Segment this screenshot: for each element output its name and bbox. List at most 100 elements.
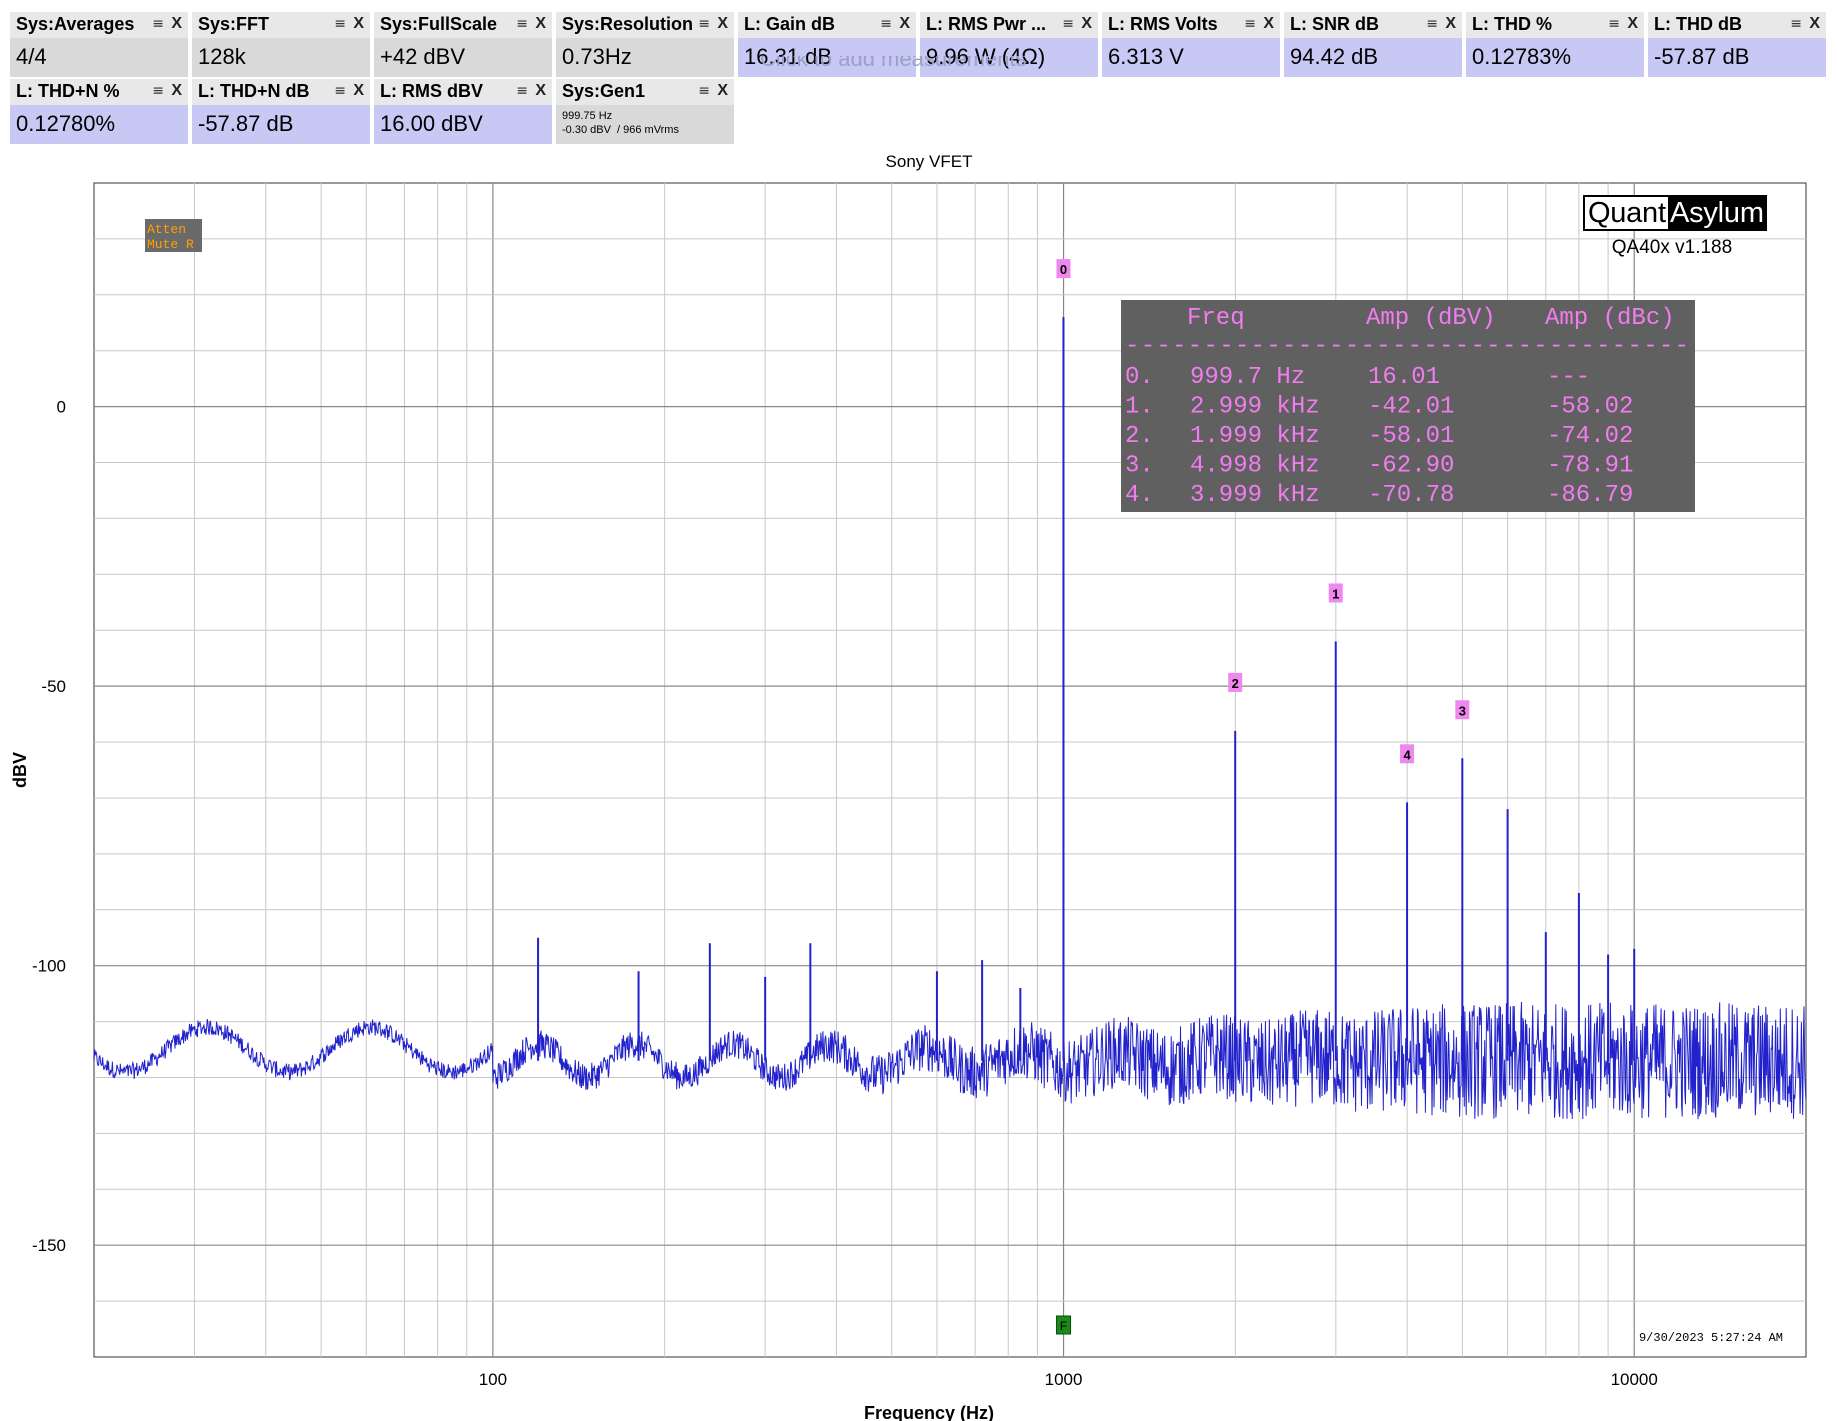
tile-value: 4/4	[16, 44, 47, 69]
menu-icon[interactable]: ≡	[698, 83, 710, 99]
close-icon[interactable]: X	[1081, 15, 1092, 32]
tile-value: 0.12780%	[16, 111, 116, 136]
tile-title: Sys:FullScale	[380, 14, 498, 34]
noise-floor-line	[93, 1001, 1807, 1120]
version-label: QA40x v1.188	[1612, 237, 1732, 258]
y-tick-label: 0	[57, 398, 66, 417]
tile-header: Sys:Gen1 ≡ X	[556, 79, 734, 105]
close-icon[interactable]: X	[1445, 15, 1456, 32]
tile-title: Sys:FFT	[198, 14, 270, 34]
tile-header: L: RMS Volts ≡ X	[1102, 12, 1280, 38]
measurement-tile[interactable]: Sys:FullScale ≡ X +42 dBV	[374, 12, 554, 77]
tile-value: 16.31 dB	[744, 44, 833, 69]
menu-icon[interactable]: ≡	[1608, 16, 1620, 32]
logo-text-left: Quant	[1588, 197, 1666, 229]
tile-body: 4/4	[10, 38, 188, 77]
y-axis-title: dBV	[10, 752, 30, 788]
measurement-tile[interactable]: L: RMS dBV ≡ X 16.00 dBV	[374, 79, 554, 144]
tile-header: Sys:FullScale ≡ X	[374, 12, 552, 38]
tile-value: 94.42 dB	[1290, 44, 1379, 69]
close-icon[interactable]: X	[171, 15, 182, 32]
x-axis-title: Frequency (Hz)	[864, 1403, 994, 1421]
tile-value: 0.73Hz	[562, 44, 632, 69]
tile-value: -57.87 dB	[1654, 44, 1750, 69]
measurement-tile[interactable]: Sys:FFT ≡ X 128k	[192, 12, 372, 77]
measurement-tile[interactable]: L: THD+N % ≡ X 0.12780%	[10, 79, 190, 144]
menu-icon[interactable]: ≡	[698, 16, 710, 32]
harmonics-cell: 1.999 kHz	[1190, 423, 1320, 450]
frequency-marker-label: F	[1060, 1319, 1067, 1333]
measurement-tile[interactable]: L: SNR dB ≡ X 94.42 dB	[1284, 12, 1464, 77]
menu-icon[interactable]: ≡	[516, 83, 528, 99]
menu-icon[interactable]: ≡	[1790, 16, 1802, 32]
close-icon[interactable]: X	[353, 15, 364, 32]
menu-icon[interactable]: ≡	[152, 16, 164, 32]
harmonics-cell: -58.01	[1368, 423, 1454, 450]
harmonics-cell: -62.90	[1368, 453, 1454, 480]
measurement-tile[interactable]: L: THD % ≡ X 0.12783%	[1466, 12, 1646, 77]
tile-title: L: RMS Pwr ...	[926, 14, 1047, 34]
close-icon[interactable]: X	[535, 82, 546, 99]
measurement-tile[interactable]: L: RMS Pwr ... ≡ X 9.96 W (4Ω)	[920, 12, 1100, 77]
harmonics-cell: ---	[1547, 364, 1590, 391]
close-icon[interactable]: X	[1627, 15, 1638, 32]
status-box-line: Atten	[147, 222, 186, 237]
measurement-tile[interactable]: Sys:Resolution ≡ X 0.73Hz	[556, 12, 736, 77]
tile-body: 128k	[192, 38, 370, 77]
measurement-tile[interactable]: L: RMS Volts ≡ X 6.313 V	[1102, 12, 1282, 77]
tile-header: Sys:FFT ≡ X	[192, 12, 370, 38]
tile-title: Sys:Resolution	[562, 14, 694, 34]
chart-labels: 100 1000 10000 0 -50 -100 -150 Sony VFET Frequen…	[10, 152, 1658, 1421]
tile-value: 0.12783%	[1472, 44, 1572, 69]
menu-icon[interactable]: ≡	[1426, 16, 1438, 32]
tile-header: Sys:Resolution ≡ X	[556, 12, 734, 38]
close-icon[interactable]: X	[717, 15, 728, 32]
tile-value: -57.87 dB	[198, 111, 294, 136]
tile-body: +42 dBV	[374, 38, 552, 77]
tile-header: Sys:Averages ≡ X	[10, 12, 188, 38]
click-to-add-measurements[interactable]: Click to add measurements	[760, 56, 1027, 70]
logo-text-right: Asylum	[1670, 197, 1764, 229]
close-icon[interactable]: X	[353, 82, 364, 99]
peak-marker-label: 4	[1403, 747, 1411, 762]
tile-body: 94.42 dB	[1284, 38, 1462, 77]
tile-body: -57.87 dB	[1648, 38, 1826, 77]
menu-icon[interactable]: ≡	[334, 16, 346, 32]
harmonics-cell: 4.998 kHz	[1190, 453, 1320, 480]
menu-icon[interactable]: ≡	[880, 16, 892, 32]
tile-title: L: RMS Volts	[1108, 14, 1218, 34]
menu-icon[interactable]: ≡	[334, 83, 346, 99]
y-tick-label: -150	[32, 1236, 66, 1255]
peak-marker-box	[1228, 672, 1243, 692]
harmonics-cell: 3.	[1125, 453, 1154, 480]
menu-icon[interactable]: ≡	[152, 83, 164, 99]
close-icon[interactable]: X	[1809, 15, 1820, 32]
menu-icon[interactable]: ≡	[516, 16, 528, 32]
frequency-marker	[1056, 1315, 1072, 1335]
tile-header: L: THD % ≡ X	[1466, 12, 1644, 38]
tile-header: L: THD+N % ≡ X	[10, 79, 188, 105]
close-icon[interactable]: X	[717, 82, 728, 99]
measurement-bar: Sys:Averages ≡ X 4/4 Sys:FFT ≡ X 128k Sys:FullSc…	[10, 12, 1830, 146]
measurement-tile[interactable]: L: THD dB ≡ X -57.87 dB	[1648, 12, 1828, 77]
harmonics-table	[1121, 300, 1695, 512]
close-icon[interactable]: X	[535, 15, 546, 32]
tile-header: L: RMS dBV ≡ X	[374, 79, 552, 105]
measurement-tile[interactable]: L: Gain dB ≡ X 16.31 dB	[738, 12, 918, 77]
measurement-tile[interactable]: Sys:Averages ≡ X 4/4	[10, 12, 190, 77]
measurement-tile[interactable]: Sys:Gen1 ≡ X 999.75 Hz -0.30 dBV / 966 mVrm…	[556, 79, 736, 144]
harmonics-cell: -58.02	[1547, 394, 1633, 421]
tile-body: 999.75 Hz -0.30 dBV / 966 mVrms	[556, 105, 734, 144]
close-icon[interactable]: X	[171, 82, 182, 99]
tile-body: 9.96 W (4Ω)	[920, 38, 1098, 77]
menu-icon[interactable]: ≡	[1244, 16, 1256, 32]
tile-value: +42 dBV	[380, 44, 466, 69]
x-tick-label: 100	[479, 1370, 507, 1389]
close-icon[interactable]: X	[1263, 15, 1274, 32]
measurement-tile[interactable]: L: THD+N dB ≡ X -57.87 dB	[192, 79, 372, 144]
y-tick-label: -50	[41, 677, 66, 696]
status-box-line: Mute R	[147, 237, 194, 252]
close-icon[interactable]: X	[899, 15, 910, 32]
menu-icon[interactable]: ≡	[1062, 16, 1074, 32]
